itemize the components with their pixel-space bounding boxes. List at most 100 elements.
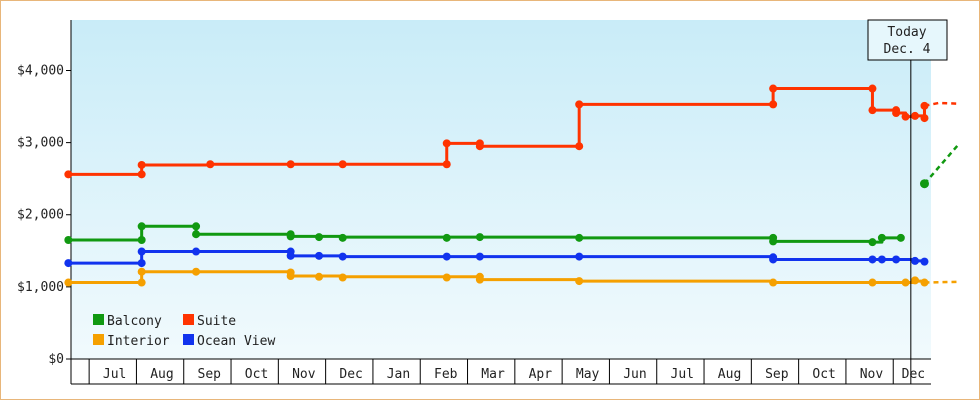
data-point [868,255,877,264]
today-marker: Today Dec. 4 [867,19,948,384]
data-point [315,233,324,242]
y-tick-label: $1,000 [17,280,64,295]
data-point [137,235,146,244]
data-point [911,256,920,265]
y-tick-label: $0 [48,352,64,367]
data-point [475,275,484,284]
x-tick-label: Dec [902,367,925,382]
data-point [769,237,778,246]
x-tick-label: May [576,367,600,382]
data-point [64,259,73,268]
y-axis: $0 $1,000 $2,000 $3,000 $4,000 [17,20,72,367]
data-point [442,139,451,148]
legend-item-interior[interactable]: Interior [93,334,170,349]
legend-swatch [183,334,194,345]
data-point [769,84,778,93]
series-ocean-view [64,247,929,268]
data-point [877,233,886,242]
y-tick-label: $2,000 [17,208,64,223]
data-point [575,252,584,261]
data-point [338,160,347,169]
data-point [338,273,347,282]
data-point [137,267,146,276]
today-label: Today [887,25,926,40]
legend-label: Interior [107,334,170,349]
data-point [137,170,146,179]
data-point [137,222,146,231]
data-point [206,160,215,169]
x-tick-label: Aug [150,367,173,382]
series-layer [64,84,959,287]
series-projection [924,101,958,108]
x-tick-label: Aug [718,367,741,382]
data-point [769,255,778,264]
data-point [64,278,73,287]
legend-item-ocean-view[interactable]: Ocean View [183,334,275,349]
x-tick-label: Sep [198,367,222,382]
data-point [192,230,201,239]
data-point [475,142,484,151]
x-tick-label: Jul [103,367,126,382]
plot-background [71,20,931,359]
data-point [442,233,451,242]
x-tick-label: Jul [671,367,694,382]
data-point [769,100,778,109]
data-point [769,278,778,287]
data-point [64,235,73,244]
data-point [868,84,877,93]
series-interior [64,267,958,287]
data-point [137,278,146,287]
data-point [575,233,584,242]
data-point [892,109,901,118]
series-projection [924,280,958,284]
x-tick-label: Nov [860,367,884,382]
data-point [911,276,920,285]
data-point [575,100,584,109]
x-tick-label: Feb [434,367,458,382]
data-point [868,238,877,247]
data-point [475,233,484,242]
data-point [892,255,901,264]
data-point [192,267,201,276]
data-point [338,233,347,242]
data-point [442,273,451,282]
data-point [919,179,929,189]
data-point [896,233,905,242]
legend-swatch [183,314,194,325]
legend-swatch [93,314,104,325]
data-point [920,257,929,266]
x-tick-label: Jun [623,367,646,382]
series-balcony [64,144,959,247]
data-point [442,252,451,261]
legend-item-suite[interactable]: Suite [183,314,236,329]
data-point [315,272,324,281]
data-point [442,160,451,169]
data-point [920,101,929,110]
legend-label: Balcony [107,314,162,329]
series-suite [64,84,958,179]
x-tick-label: Mar [481,367,505,382]
legend-label: Suite [197,314,236,329]
legend-label: Ocean View [197,334,275,349]
data-point [286,251,295,260]
data-point [575,142,584,151]
legend: Balcony Suite Interior Ocean View [93,314,275,349]
data-point [575,277,584,286]
legend-swatch [93,334,104,345]
x-tick-label: Dec [339,367,362,382]
data-point [137,160,146,169]
x-tick-label: Oct [812,367,835,382]
legend-item-balcony[interactable]: Balcony [93,314,162,329]
x-axis: Jul Aug Sep Oct Nov Dec Jan Feb Mar Apr May Jun Jul A… [70,358,931,385]
y-tick-label: $4,000 [17,63,64,78]
today-date: Dec. 4 [884,42,931,57]
data-point [315,251,324,260]
data-point [475,252,484,261]
data-point [868,106,877,115]
x-tick-label: Nov [292,367,316,382]
data-point [137,247,146,256]
data-point [286,232,295,241]
data-point [911,111,920,120]
y-tick-label: $3,000 [17,136,64,151]
